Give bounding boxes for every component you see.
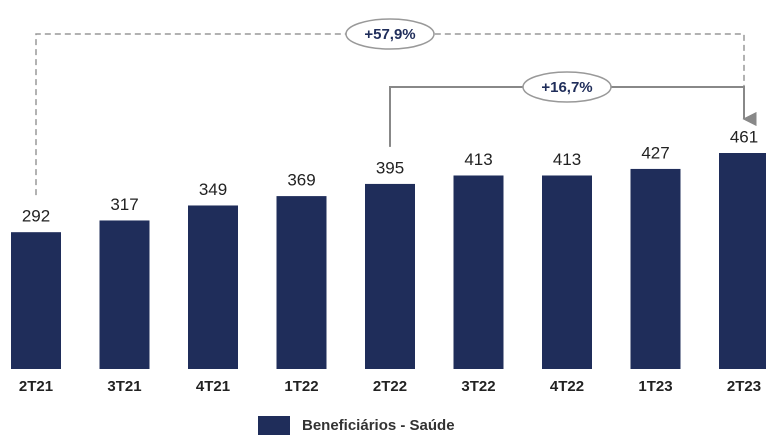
bar [276, 196, 327, 369]
value-label: 349 [199, 180, 227, 199]
value-label: 461 [730, 127, 758, 146]
value-label: 369 [287, 171, 315, 190]
bar [188, 205, 238, 369]
x-tick-label: 2T21 [19, 378, 53, 395]
value-label: 395 [376, 158, 404, 177]
x-tick-label: 2T22 [373, 378, 407, 395]
x-tick-label: 2T23 [727, 378, 761, 395]
bar [453, 175, 504, 369]
value-label: 317 [110, 195, 138, 214]
legend-label: Beneficiários - Saúde [302, 417, 455, 434]
annotation-label: +16,7% [541, 79, 592, 96]
x-tick-label: 3T21 [107, 378, 141, 395]
bar [365, 183, 415, 369]
annotation-bubble [345, 18, 435, 50]
value-label: 292 [22, 207, 50, 226]
value-label: 413 [553, 150, 581, 169]
bar [630, 168, 681, 369]
value-label: 413 [464, 150, 492, 169]
bar [719, 153, 766, 369]
legend-swatch [258, 416, 290, 435]
x-tick-label: 4T22 [550, 378, 584, 395]
x-tick-label: 1T23 [638, 378, 672, 395]
bar [11, 232, 61, 369]
annotation-label: +57,9% [364, 26, 415, 43]
annotation-bubble [522, 71, 612, 103]
x-tick-label: 1T22 [284, 378, 318, 395]
bar [542, 175, 592, 369]
x-tick-label: 4T21 [196, 378, 230, 395]
x-tick-label: 3T22 [461, 378, 495, 395]
bar [99, 220, 150, 369]
value-label: 427 [641, 143, 669, 162]
